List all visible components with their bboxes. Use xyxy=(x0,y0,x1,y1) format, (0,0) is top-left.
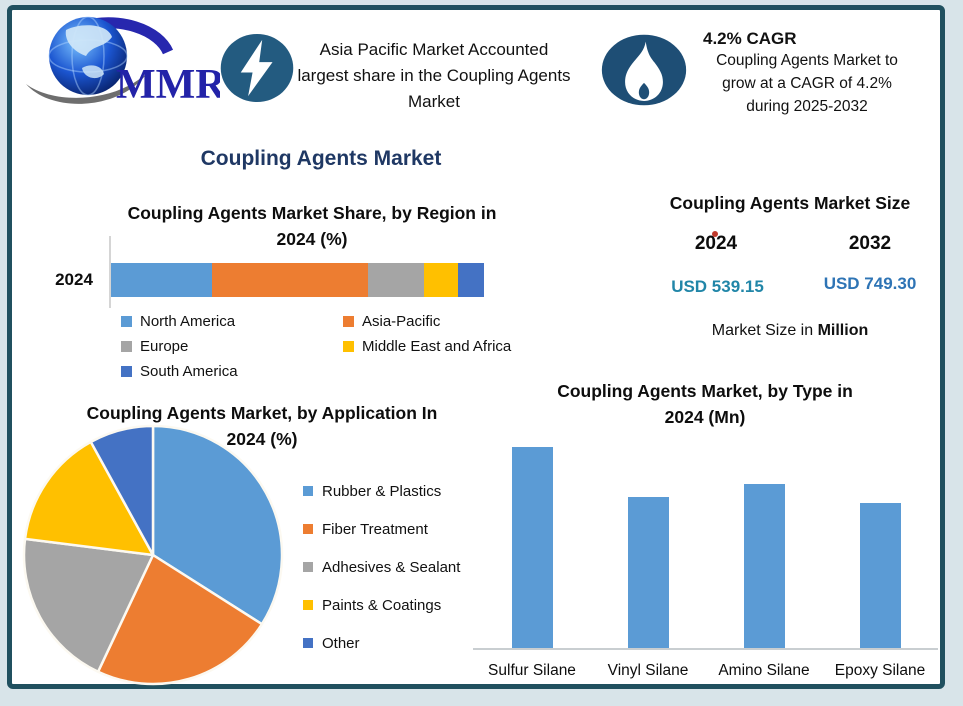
region-y-axis-line xyxy=(109,236,111,308)
type-bar-title-line2: 2024 (Mn) xyxy=(664,407,746,427)
logo-text: MMR xyxy=(116,62,220,108)
bar-label-sulfur-silane: Sulfur Silane xyxy=(488,662,576,679)
application-pie-title-line2: 2024 (%) xyxy=(226,429,298,449)
region-segment-asia-pacific xyxy=(211,263,369,297)
pie-legend-label: Adhesives & Sealant xyxy=(322,558,461,576)
region-segment-europe xyxy=(368,263,425,297)
cagr-heading: 4.2% CAGR xyxy=(703,29,797,48)
pie-legend-swatch-rubber-plastics xyxy=(303,486,313,496)
pie-legend-label: Other xyxy=(322,634,360,652)
region-chart-title-line1: Coupling Agents Market Share, by Region … xyxy=(127,203,497,223)
pie-slice-paints-coatings xyxy=(23,440,155,557)
footnote-bold: Million xyxy=(817,322,869,339)
legend-label: Middle East and Africa xyxy=(362,338,512,355)
region-segment-middle-east-and-africa xyxy=(424,263,458,297)
type-bar-title-line1: Coupling Agents Market, by Type in xyxy=(557,381,853,401)
legend-item-south-america: South America xyxy=(121,359,343,384)
legend-swatch-asia-pacific xyxy=(343,316,354,327)
legend-item-europe: Europe xyxy=(121,334,343,359)
bar-label-epoxy-silane: Epoxy Silane xyxy=(834,662,926,679)
flame-icon xyxy=(601,33,687,107)
application-pie xyxy=(22,424,284,686)
region-chart-title: Coupling Agents Market Share, by Region … xyxy=(82,200,542,252)
header-highlight-cagr: 4.2% CAGR Coupling Agents Market to grow… xyxy=(693,29,921,118)
region-segment-south-america xyxy=(457,263,484,297)
type-bar-labels: Sulfur Silane Vinyl Silane Amino Silane Epo… xyxy=(474,662,938,680)
legend-label: Europe xyxy=(140,338,189,355)
region-chart-title-line2: 2024 (%) xyxy=(276,229,348,249)
legend-item-north-america: North America xyxy=(121,309,343,334)
lightning-icon xyxy=(220,31,294,105)
application-pie-title-line1: Coupling Agents Market, by Application I… xyxy=(86,403,438,423)
pie-legend-label: Fiber Treatment xyxy=(322,520,428,538)
legend-label: Asia-Pacific xyxy=(362,313,441,330)
legend-swatch-europe xyxy=(121,341,132,352)
application-pie-title: Coupling Agents Market, by Application I… xyxy=(32,400,492,452)
legend-swatch-north-america xyxy=(121,316,132,327)
header-highlight-share: Asia Pacific Market Accounted largest sh… xyxy=(297,40,571,111)
legend-item-middle-east-and-africa: Middle East and Africa xyxy=(343,334,511,359)
mmr-logo: MMR xyxy=(16,8,226,110)
region-stacked-bar xyxy=(111,263,484,297)
pie-legend-item-paints-coatings: Paints & Coatings xyxy=(303,586,460,624)
application-pie-legend: Rubber & Plastics Fiber Treatment Adhesive… xyxy=(303,472,460,662)
pie-legend-label: Paints & Coatings xyxy=(322,596,442,614)
pie-slice-other xyxy=(89,424,155,557)
bar-label-vinyl-silane: Vinyl Silane xyxy=(607,662,689,679)
pie-legend-item-rubber-plastics: Rubber & Plastics xyxy=(303,472,460,510)
cagr-line-3: during 2025-2032 xyxy=(746,98,868,115)
market-size-footnote: Market Size in Million xyxy=(640,322,940,340)
pie-legend-swatch-paints-coatings xyxy=(303,600,313,610)
cagr-line-1: Coupling Agents Market to xyxy=(716,52,898,69)
market-size-title: Coupling Agents Market Size xyxy=(669,193,911,213)
red-dot-marker xyxy=(712,231,718,237)
pie-slice-adhesives-sealant xyxy=(22,537,155,673)
region-axis-category-label: 2024 xyxy=(55,270,93,289)
pie-legend-swatch-adhesives-sealant xyxy=(303,562,313,572)
cagr-line-2: grow at a CAGR of 4.2% xyxy=(722,75,892,92)
legend-label: South America xyxy=(140,363,238,380)
footnote-text: Market Size in xyxy=(711,322,818,339)
bar-epoxy-silane xyxy=(859,503,901,649)
legend-item-asia-pacific: Asia-Pacific xyxy=(343,309,511,334)
type-bar-title: Coupling Agents Market, by Type in 2024 … xyxy=(485,378,925,430)
pie-legend-item-adhesives-sealant: Adhesives & Sealant xyxy=(303,548,460,586)
pie-legend-item-fiber-treatment: Fiber Treatment xyxy=(303,510,460,548)
pie-legend-label: Rubber & Plastics xyxy=(322,482,442,500)
page-title: Coupling Agents Market xyxy=(200,147,442,170)
market-size-value-base: USD 539.15 xyxy=(671,277,764,296)
pie-legend-swatch-other xyxy=(303,638,313,648)
globe-icon: MMR xyxy=(26,16,226,108)
type-bar-x-axis-line xyxy=(473,648,938,650)
bar-column-amino-silane xyxy=(706,419,822,649)
bar-column-sulfur-silane xyxy=(474,419,590,649)
legend-swatch-south-america xyxy=(121,366,132,377)
bar-vinyl-silane xyxy=(627,497,669,649)
type-bar-plot xyxy=(474,419,938,649)
region-legend-col1: North America Europe South America xyxy=(121,309,343,384)
market-size-year-base: 2024 xyxy=(694,233,738,254)
pie-legend-item-other: Other xyxy=(303,624,460,662)
market-size-value-forecast: USD 749.30 xyxy=(823,274,917,293)
region-legend: North America Europe South America Asia-Pa… xyxy=(121,309,521,384)
bar-column-epoxy-silane xyxy=(822,419,938,649)
region-segment-north-america xyxy=(111,263,212,297)
legend-swatch-middle-east-and-africa xyxy=(343,341,354,352)
bar-sulfur-silane xyxy=(511,447,553,649)
market-size-year-forecast: 2032 xyxy=(848,233,892,254)
bar-amino-silane xyxy=(743,484,785,649)
bar-label-amino-silane: Amino Silane xyxy=(718,662,810,679)
bar-column-vinyl-silane xyxy=(590,419,706,649)
pie-legend-swatch-fiber-treatment xyxy=(303,524,313,534)
region-legend-col2: Asia-Pacific Middle East and Africa xyxy=(343,309,511,384)
legend-label: North America xyxy=(140,313,236,330)
